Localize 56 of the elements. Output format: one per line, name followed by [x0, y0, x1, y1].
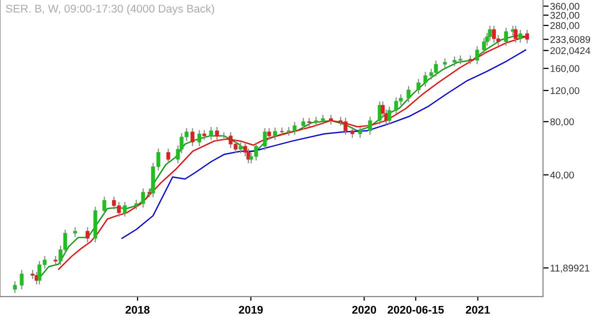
- candlestick: [12, 280, 17, 294]
- candlestick: [358, 126, 362, 138]
- candlestick: [73, 226, 78, 238]
- candlestick: [262, 128, 267, 151]
- candlestick: [197, 130, 202, 147]
- candlestick: [166, 148, 170, 164]
- candlestick: [406, 86, 410, 103]
- x-tick-label: 2020-06-15: [388, 306, 444, 314]
- candlestick: [20, 269, 24, 290]
- candlestick: [307, 117, 312, 128]
- chart-title: SER. B, W, 09:00-17:30 (4000 Days Back): [6, 4, 214, 15]
- candlestick: [301, 117, 306, 130]
- candlestick: [314, 116, 318, 128]
- candlestick: [134, 199, 138, 210]
- candlestick: [122, 201, 127, 218]
- candlestick: [525, 29, 530, 44]
- y-tick-label: 202,0424: [550, 47, 590, 56]
- candlestick: [86, 226, 90, 243]
- candlestick: [416, 78, 420, 94]
- candlestick: [102, 196, 106, 216]
- candlestick: [452, 56, 456, 67]
- candlestick: [320, 114, 325, 126]
- candlestick: [267, 128, 272, 140]
- x-tick-label: 2021: [466, 306, 490, 314]
- candlestick: [518, 29, 522, 44]
- candlestick: [215, 126, 219, 141]
- candlestick: [488, 25, 492, 42]
- candlestick: [209, 126, 214, 140]
- candlestick: [329, 114, 333, 126]
- y-tick-label: 233,6089: [550, 36, 590, 44]
- candlestick: [387, 106, 392, 126]
- candlestick: [442, 58, 447, 69]
- y-tick-label: 160,00: [550, 65, 580, 74]
- candlestick: [238, 142, 243, 154]
- candlestick: [202, 130, 206, 140]
- candlestick: [273, 127, 277, 140]
- y-tick-label: 320,00: [550, 12, 580, 20]
- candlestick: [475, 46, 480, 65]
- x-tick-label: 2018: [126, 306, 150, 314]
- candlestick: [350, 126, 354, 138]
- x-tick-label: 2020: [352, 306, 376, 314]
- y-tick-label: 280,00: [550, 22, 580, 30]
- y-tick-label: 11,89921: [550, 264, 590, 273]
- line-series: [121, 49, 526, 239]
- candlestick: [514, 25, 518, 44]
- candlestick: [141, 188, 146, 208]
- y-tick-label: 120,00: [550, 87, 580, 96]
- candlestick: [368, 116, 372, 136]
- candlestick: [504, 27, 508, 46]
- y-tick-label: 80,00: [550, 118, 574, 126]
- candlestick: [378, 100, 382, 126]
- candlestick: [190, 128, 194, 147]
- y-tick-label: 360,00: [550, 2, 580, 11]
- y-tick-label: 40,00: [550, 172, 574, 180]
- candlestick: [482, 37, 486, 54]
- x-tick-label: 2019: [238, 306, 263, 314]
